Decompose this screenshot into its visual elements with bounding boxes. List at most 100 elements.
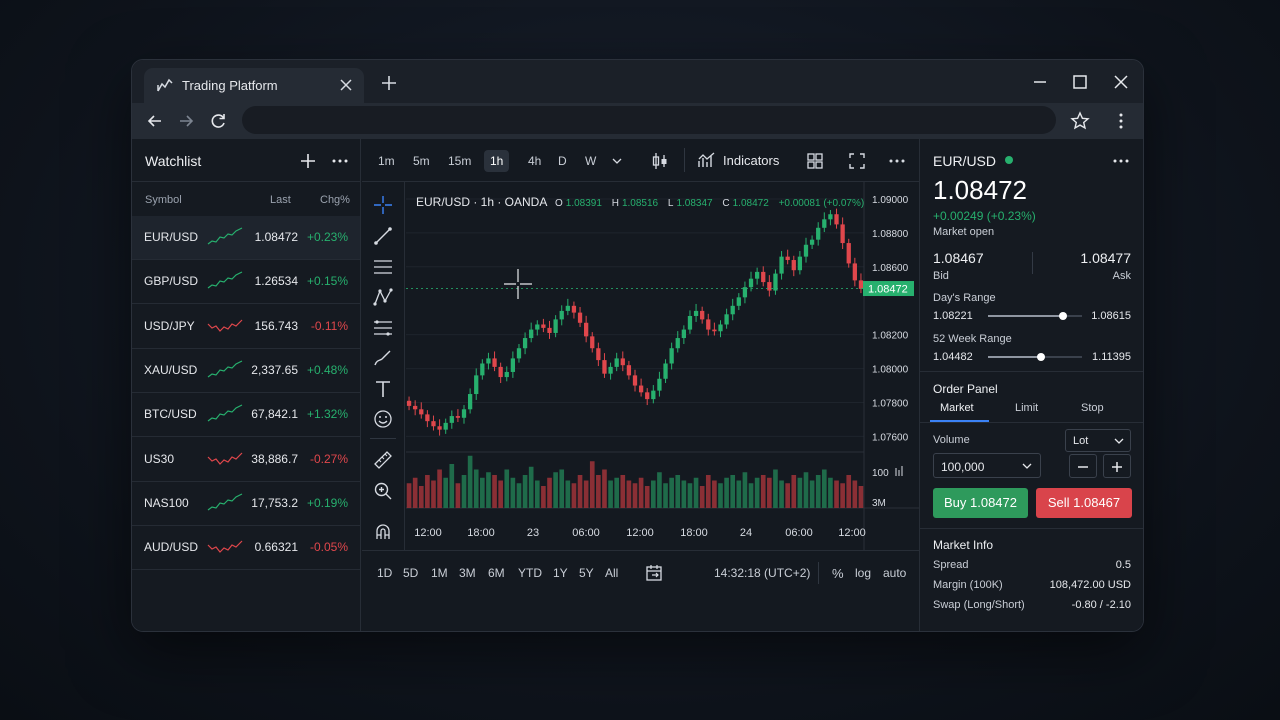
- candle: [480, 359, 485, 380]
- volume-bar: [437, 469, 442, 508]
- column-chg[interactable]: Chg%: [320, 194, 350, 206]
- volume-bar: [486, 472, 491, 508]
- zoom-icon[interactable]: [372, 480, 394, 502]
- watchlist-row[interactable]: XAU/USD 2,337.65 +0.48%: [132, 349, 360, 393]
- range-6m[interactable]: 6M: [488, 566, 505, 580]
- bookmark-star-icon[interactable]: [1069, 110, 1091, 132]
- timeframe-d[interactable]: D: [558, 154, 567, 168]
- range-1m[interactable]: 1M: [431, 566, 448, 580]
- percent-toggle[interactable]: %: [832, 566, 844, 581]
- text-tool-icon[interactable]: [372, 378, 394, 400]
- minimize-icon[interactable]: [1029, 71, 1051, 93]
- candle: [651, 385, 656, 404]
- range-all[interactable]: All: [605, 566, 619, 580]
- indicators-icon[interactable]: [697, 150, 717, 170]
- sell-button[interactable]: Sell 1.08467: [1036, 488, 1132, 518]
- open-label: O: [555, 198, 563, 209]
- range-ytd[interactable]: YTD: [518, 566, 542, 580]
- range-1d[interactable]: 1D: [377, 566, 393, 580]
- volume-bar: [773, 469, 778, 508]
- horizontal-lines-icon[interactable]: [372, 256, 394, 278]
- timeframe-15m[interactable]: 15m: [448, 154, 472, 168]
- timeframe-5m[interactable]: 5m: [413, 154, 430, 168]
- column-last[interactable]: Last: [270, 194, 291, 206]
- timeframe-w[interactable]: W: [585, 154, 597, 168]
- volume-bar: [492, 475, 497, 508]
- chart-more-icon[interactable]: [887, 151, 907, 171]
- candle: [449, 410, 454, 429]
- back-icon[interactable]: [144, 110, 166, 132]
- timeframe-1m[interactable]: 1m: [378, 154, 395, 168]
- timeframe-1h[interactable]: 1h: [484, 150, 510, 172]
- candle: [834, 208, 839, 229]
- candle-style-icon[interactable]: [650, 150, 670, 172]
- magnet-icon[interactable]: [372, 521, 394, 543]
- timeframe-more-icon[interactable]: [612, 157, 622, 165]
- tab-stop[interactable]: Stop: [1081, 402, 1104, 414]
- watchlist-row[interactable]: US30 38,886.7 -0.27%: [132, 438, 360, 482]
- column-symbol[interactable]: Symbol: [145, 194, 182, 206]
- layout-grid-icon[interactable]: [805, 151, 825, 171]
- volume-decrease-button[interactable]: [1069, 454, 1097, 478]
- watchlist-header: Watchlist: [132, 139, 360, 182]
- auto-toggle[interactable]: auto: [883, 566, 907, 580]
- y-tick-label: 1.09000: [872, 195, 909, 206]
- volume-increase-button[interactable]: [1103, 454, 1131, 478]
- volume-select[interactable]: 100,000: [933, 453, 1041, 478]
- watchlist-row[interactable]: USD/JPY 156.743 -0.11%: [132, 305, 360, 349]
- log-toggle[interactable]: log: [855, 566, 872, 580]
- calendar-goto-icon[interactable]: [644, 563, 664, 583]
- watchlist-row[interactable]: AUD/USD 0.66321 -0.05%: [132, 526, 360, 571]
- tab-limit[interactable]: Limit: [1015, 402, 1039, 414]
- url-input[interactable]: [242, 106, 1056, 134]
- watchlist-row[interactable]: BTC/USD 67,842.1 +1.32%: [132, 393, 360, 438]
- range-5y[interactable]: 5Y: [579, 566, 594, 580]
- emoji-icon[interactable]: [372, 408, 394, 430]
- volume-bar: [602, 469, 607, 508]
- candle: [797, 251, 803, 275]
- volume-bar: [522, 475, 528, 508]
- volume-bar: [785, 483, 790, 508]
- fullscreen-icon[interactable]: [847, 151, 867, 171]
- quote-more-icon[interactable]: [1111, 151, 1131, 171]
- close-window-icon[interactable]: [1110, 71, 1132, 93]
- volume-bar: [632, 483, 638, 508]
- volume-bar: [657, 472, 662, 508]
- watchlist-row[interactable]: NAS100 17,753.2 +0.19%: [132, 482, 360, 526]
- new-tab-icon[interactable]: [378, 72, 400, 94]
- candle: [516, 343, 522, 363]
- pattern-tool-icon[interactable]: [372, 286, 394, 308]
- forward-icon[interactable]: [175, 110, 197, 132]
- trend-line-icon[interactable]: [372, 225, 394, 247]
- watchlist-row[interactable]: GBP/USD 1.26534 +0.15%: [132, 260, 360, 305]
- buy-button[interactable]: Buy 1.08472: [933, 488, 1028, 518]
- watchlist-more-icon[interactable]: [330, 151, 350, 171]
- browser-menu-icon[interactable]: [1110, 110, 1132, 132]
- candle: [803, 237, 809, 263]
- fib-retracement-icon[interactable]: [372, 317, 394, 339]
- timeframe-4h[interactable]: 4h: [528, 154, 542, 168]
- crosshair-icon[interactable]: [372, 194, 394, 216]
- close-tab-icon[interactable]: [336, 75, 356, 95]
- volume-bar: [754, 477, 760, 508]
- price-chart[interactable]: 1.09000 1.08800 1.08600 1.08200 1.08000 1.078…: [406, 182, 919, 550]
- browser-tab[interactable]: Trading Platform: [144, 68, 364, 103]
- ruler-icon[interactable]: [372, 449, 394, 471]
- indicators-button[interactable]: Indicators: [723, 153, 780, 168]
- ask-label: Ask: [1112, 270, 1131, 282]
- range-5d[interactable]: 5D: [403, 566, 419, 580]
- volume-bar: [650, 480, 656, 508]
- range-3m[interactable]: 3M: [459, 566, 476, 580]
- range-1y[interactable]: 1Y: [553, 566, 568, 580]
- spread-label: Spread: [933, 559, 969, 571]
- add-symbol-icon[interactable]: [298, 151, 318, 171]
- watchlist-row[interactable]: EUR/USD 1.08472 +0.23%: [132, 216, 360, 260]
- y-tick-label: 1.08000: [872, 365, 909, 376]
- brush-icon[interactable]: [372, 347, 394, 369]
- tab-market[interactable]: Market: [940, 402, 974, 414]
- candle: [413, 400, 418, 416]
- price-chart-svg[interactable]: 1.09000 1.08800 1.08600 1.08200 1.08000 1.078…: [406, 182, 919, 550]
- lot-select[interactable]: Lot: [1065, 429, 1131, 452]
- reload-icon[interactable]: [207, 110, 229, 132]
- maximize-icon[interactable]: [1069, 71, 1091, 93]
